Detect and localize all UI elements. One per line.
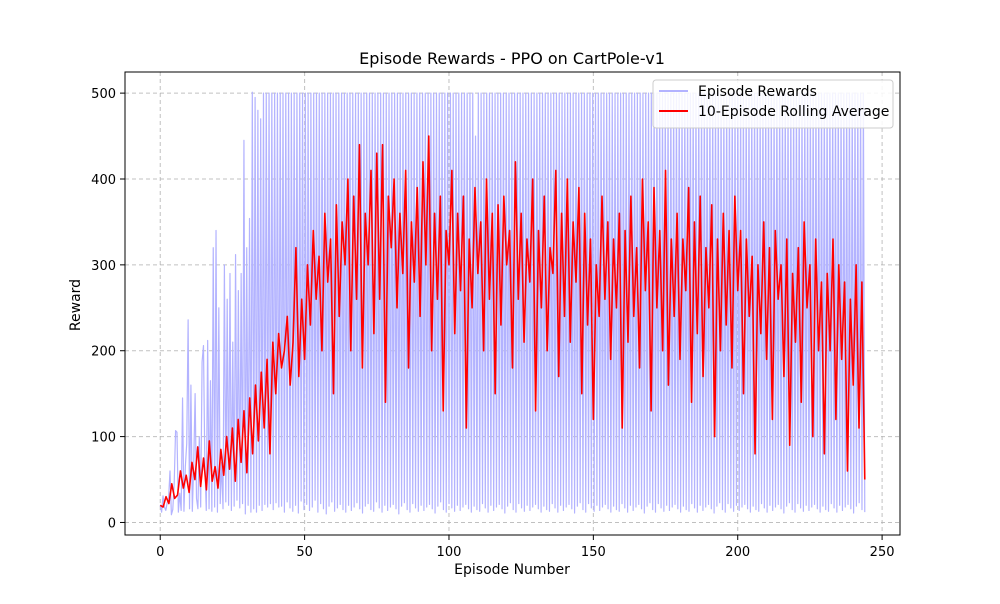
legend-label-rolling-average: 10-Episode Rolling Average: [698, 104, 889, 120]
chart-title: Episode Rewards - PPO on CartPole-v1: [359, 49, 665, 68]
x-tick-label: 50: [296, 545, 313, 560]
plot-frame: [124, 71, 901, 536]
y-axis-label: Reward: [68, 279, 84, 331]
series-layer: [159, 91, 866, 516]
x-tick-label: 100: [437, 545, 462, 560]
x-tick-label: 0: [156, 545, 164, 560]
legend-box: [652, 79, 894, 129]
series-line-episode-rewards: [159, 91, 866, 516]
y-tick-label: 200: [91, 345, 116, 360]
y-tick-label: 100: [91, 431, 116, 446]
ticks-layer: 0 50 100 150 200 250 0 100 200 300 400 500: [91, 87, 894, 560]
y-tick-label: 500: [91, 87, 116, 102]
x-tick-label: 200: [725, 545, 750, 560]
series-line-rolling-average: [159, 135, 866, 508]
y-tick-label: 400: [91, 173, 116, 188]
x-axis-label: Episode Number: [454, 562, 570, 578]
x-tick-label: 250: [870, 545, 895, 560]
y-tick-label: 300: [91, 259, 116, 274]
y-tick-label: 0: [108, 516, 116, 531]
legend-label-episode-rewards: Episode Rewards: [698, 84, 817, 100]
x-tick-label: 150: [581, 545, 606, 560]
legend: Episode Rewards 10-Episode Rolling Avera…: [652, 79, 894, 129]
